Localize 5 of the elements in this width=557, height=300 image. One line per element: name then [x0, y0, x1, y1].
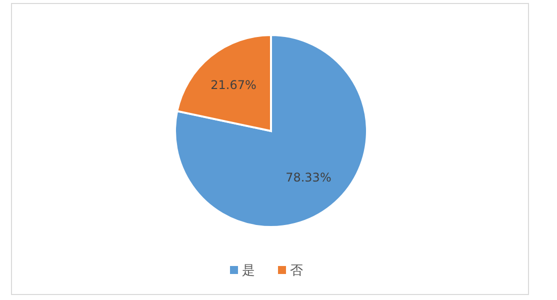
data-label: 78.33% [286, 170, 332, 184]
data-label: 21.67% [210, 78, 256, 92]
legend-label: 否 [290, 264, 303, 279]
legend-label: 是 [242, 264, 255, 279]
pie-slice [174, 34, 368, 228]
